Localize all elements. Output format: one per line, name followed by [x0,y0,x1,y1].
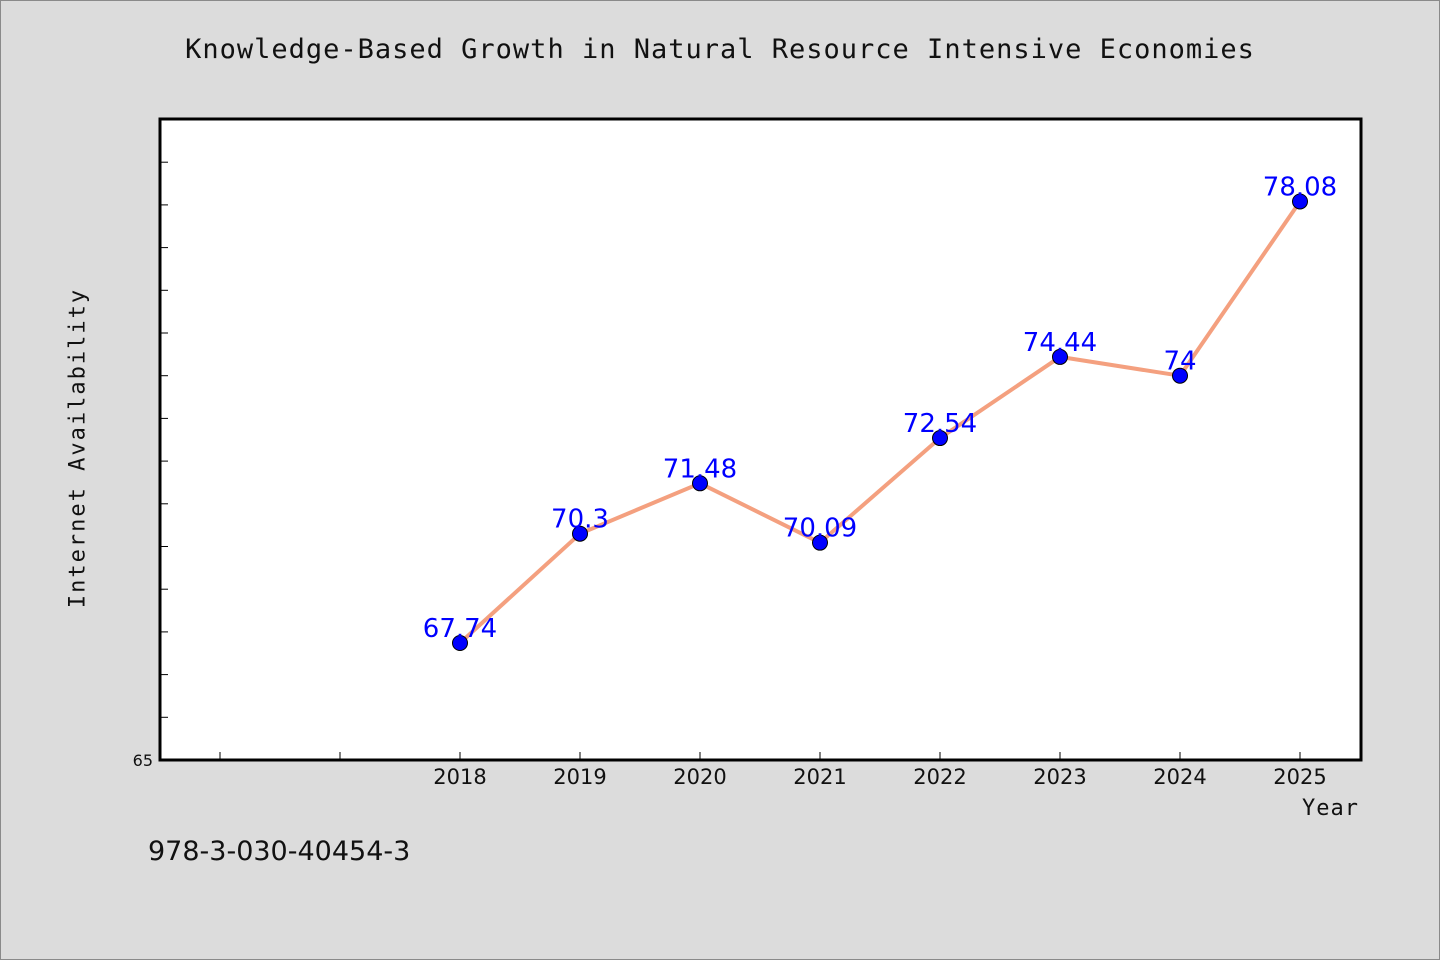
x-axis-ticks: 2018 2019 2020 2021 2022 2023 2024 2025 [219,752,1327,789]
data-label: 70.09 [783,514,857,544]
x-tick-label: 2018 [433,765,486,789]
data-point [1052,348,1068,365]
data-label: 71.48 [663,454,737,484]
x-tick-label: 2024 [1153,765,1206,789]
data-label: 78.08 [1263,172,1337,202]
data-point [572,525,588,542]
data-point [812,534,828,551]
data-label: 67.74 [423,614,497,644]
data-label: 74.44 [1023,328,1097,358]
y-axis-label: Internet Availability [65,287,91,609]
chart-title: Knowledge-Based Growth in Natural Resour… [185,34,1255,65]
data-point [1172,367,1188,384]
y-tick-label: 65 [133,751,153,770]
series-line [458,200,1302,645]
data-point [452,635,468,652]
data-point [1292,193,1308,210]
y-axis-ticks: 65 [133,161,168,770]
x-tick-label: 2025 [1273,765,1326,789]
chart-footer-id: 978-3-030-40454-3 [148,836,411,867]
x-tick-label: 2020 [673,765,726,789]
x-tick-label: 2023 [1033,765,1086,789]
series-layer: 67.74 70.3 71.48 70.09 72.54 74.44 74 78.08 [423,172,1337,652]
data-label: 72.54 [903,409,977,439]
data-label: 74 [1163,347,1196,377]
x-tick-label: 2022 [913,765,966,789]
plot-area [158,117,1363,762]
x-tick-label: 2019 [553,765,606,789]
data-point [692,475,708,492]
x-tick-label: 2021 [793,765,846,789]
data-label: 70.3 [551,505,609,535]
data-point [932,430,948,447]
x-axis-label: Year [1302,796,1359,821]
